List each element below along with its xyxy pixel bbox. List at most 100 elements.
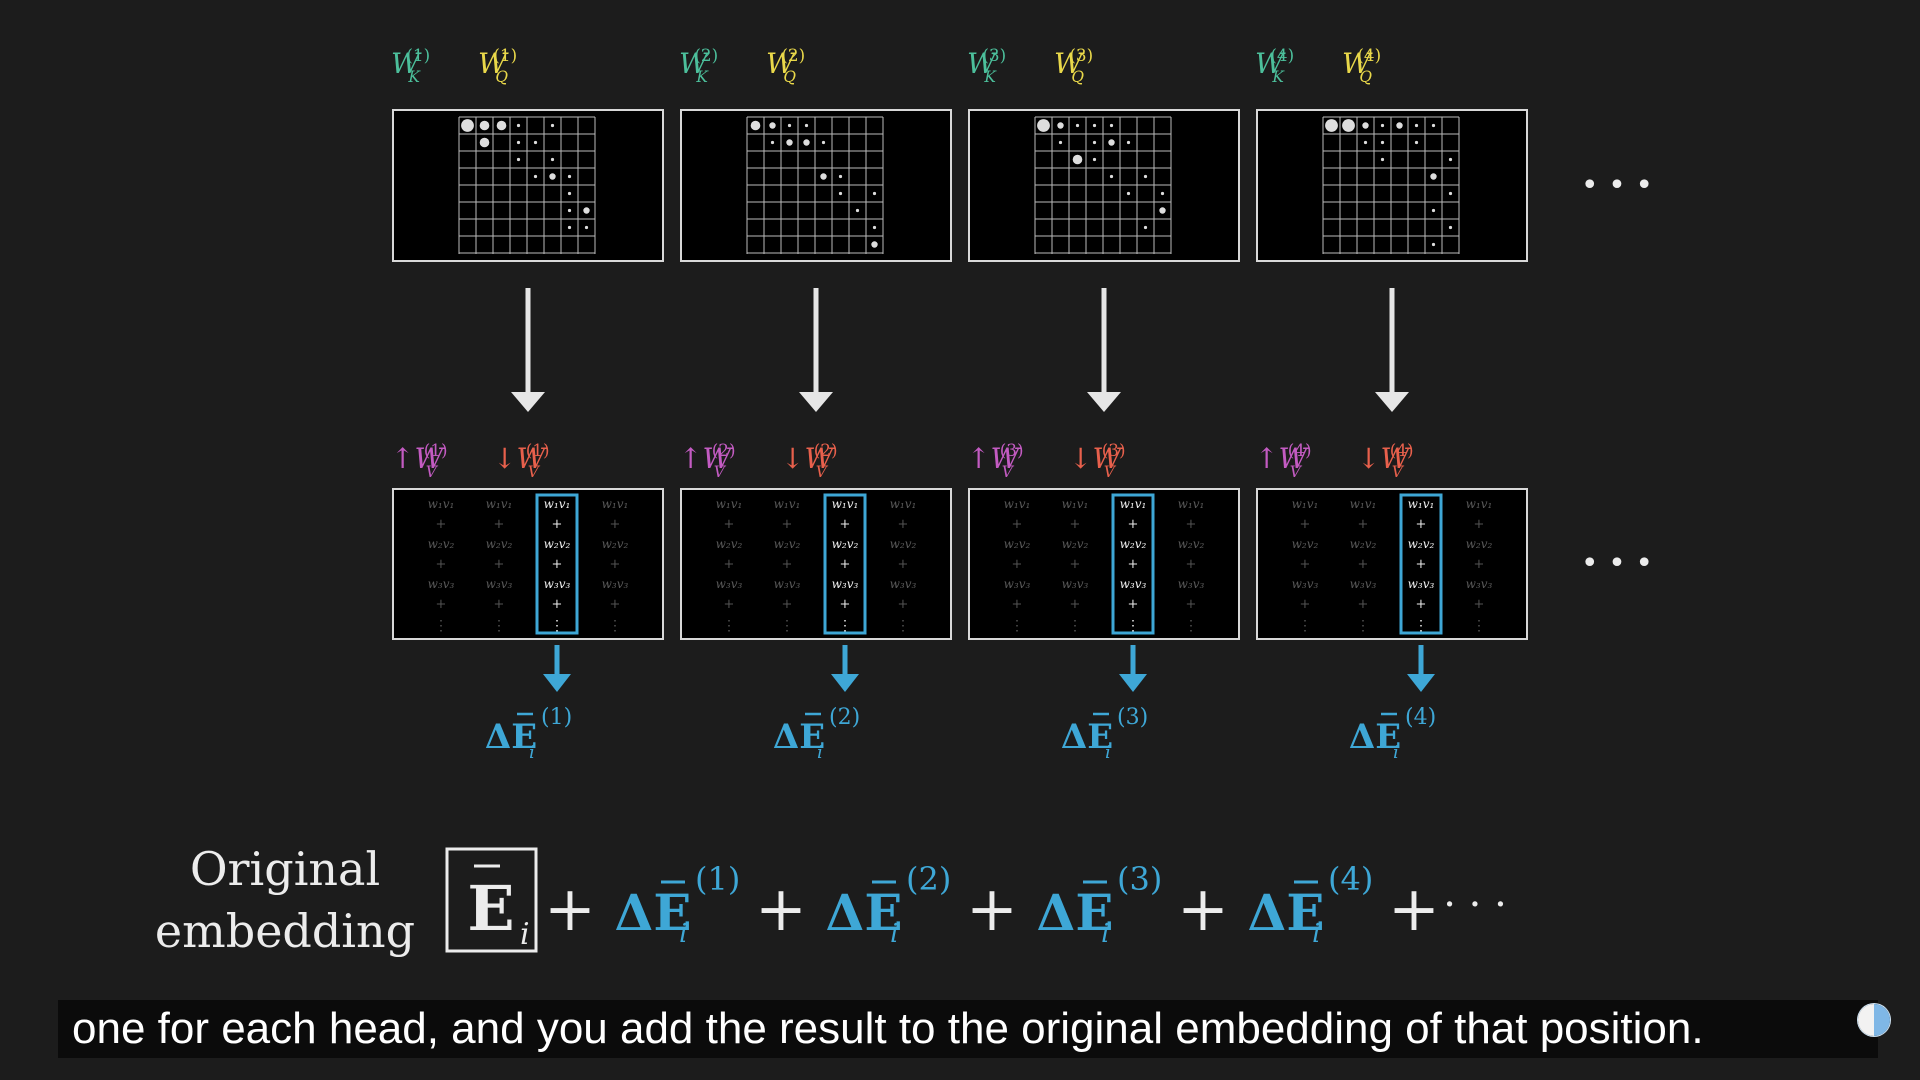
head-4-wk-label-main: W [1255,47,1286,80]
head-2-value-plus: + [782,557,793,572]
head-1-value-plus: + [610,597,621,612]
head-2-value-plus: + [840,557,851,572]
head-3-value-down-label: ↓WV (3) [1069,440,1126,481]
head-4-attention-dot [1431,123,1436,128]
head-3-value-plus: + [1186,517,1197,532]
equation-delta-sub: i [679,919,687,949]
head-4-value-vdots: ⋮ [1472,618,1486,634]
head-3-value-term: w₁v₁ [1004,497,1031,511]
head-3-value-up-label-sup: (3) [1000,440,1024,460]
head-1-wq-label-sub: Q [495,68,508,86]
head-2-value-vdots: ⋮ [722,618,736,634]
head-3-group: WK(3) WQ(3)↑WV(3) ↓WV(3)w₁v₁+w₂v₂+w₃v₃+⋮w₁… [967,45,1240,763]
head-1-highlight-column [535,493,579,635]
head-3-down-arrow-head [1087,392,1121,412]
head-1-value-vdots: ⋮ [492,618,506,634]
head-4-value-up-label-main: ↑W [1255,442,1309,475]
head-3-delta-e-sub: i [1105,742,1111,763]
head-2-value-term: w₁v₁ [774,497,801,511]
head-1-delta-e-sub: i [529,742,535,763]
head-2-wq-label: WQ (2) [766,45,805,86]
head-2-value-term: w₁v₁ [716,497,743,511]
head-3-value-term: w₃v₃ [1004,577,1031,591]
head-1-delta-e-sup: (1) [541,705,572,730]
head-3-attention-dot [1075,123,1080,128]
head-2-delta-e-sub: i [817,742,823,763]
equation-delta-e: ΔE [1248,883,1325,942]
subtitle-caption: one for each head, and you add the resul… [58,1000,1878,1058]
equation-delta-sup: (2) [906,860,951,898]
head-3-wk-label-sup: (3) [982,45,1006,65]
head-4-value-vdots: ⋮ [1414,618,1428,634]
head-1-value-plus: + [610,557,621,572]
head-1-value-plus: + [552,517,563,532]
head-4-value-plus: + [1416,517,1427,532]
head-4-attention-dot [1362,122,1369,129]
head-4-value-plus: + [1416,557,1427,572]
head-4-group: WK(4) WQ(4)↑WV(4) ↓WV(4)w₁v₁+w₂v₂+w₃v₃+⋮w₁… [1255,45,1528,763]
head-1-wq-label-main: W [478,47,509,80]
loading-spinner-icon [1858,1004,1890,1036]
caption-text: one for each head, and you add the resul… [72,1004,1704,1053]
head-1-attention-dot [567,191,572,196]
head-1-attention-dot [496,120,507,131]
head-4-value-vdots: ⋮ [1298,618,1312,634]
head-3-value-down-label-main: ↓W [1069,442,1123,475]
head-2-wk-label-main: W [679,47,710,80]
head-4-value-term: w₂v₂ [1292,537,1319,551]
head-1-wq-label: WQ (1) [478,45,517,86]
head-4-wq-label-sub: Q [1359,68,1372,86]
equation-delta-sub: i [890,919,898,949]
head-1-value-down-label-sub: V [528,463,541,481]
head-4-value-term: w₁v₁ [1466,497,1493,511]
head-2-down-arrow-head [799,392,833,412]
head-1-wk-label: WK (1) [391,45,430,86]
head-1-value-term: w₁v₁ [602,497,629,511]
head-4-value-plus: + [1300,597,1311,612]
head-2-attention-dot [769,122,776,129]
equation-delta-sup: (4) [1328,860,1373,898]
head-4-value-term: w₂v₂ [1466,537,1493,551]
head-2-wq-label-sub: Q [783,68,796,86]
head-1-value-term: w₁v₁ [544,497,571,511]
head-3-value-term: w₁v₁ [1120,497,1147,511]
head-4-wk-label-sup: (4) [1270,45,1294,65]
head-1-value-plus: + [494,557,505,572]
head-4-value-down-label-main: ↓W [1357,442,1411,475]
head-4-attention-dot [1380,123,1385,128]
head-1-attention-dot [549,173,556,180]
head-2-attention-dot [803,139,810,146]
head-4-value-plus: + [1358,517,1369,532]
head-4-wk-label-sub: K [1271,68,1285,86]
head-3-value-plus: + [1012,597,1023,612]
head-2-value-plus: + [898,517,909,532]
head-4-value-plus: + [1358,597,1369,612]
embedding-sub: i [520,917,530,952]
head-3-attention-dot [1072,154,1083,165]
head-3-attention-dot [1109,174,1114,179]
head-1-attention-dot [550,157,555,162]
head-1-blue-arrow-head [543,674,571,692]
head-1-value-plus: + [494,517,505,532]
head-2-value-plus: + [782,517,793,532]
head-2-attention-dot [838,174,843,179]
head-3-value-vdots: ⋮ [1126,618,1140,634]
head-1-value-down-label: ↓WV (1) [493,440,550,481]
head-4-value-up-label-sup: (4) [1288,440,1312,460]
head-4-attention-dot [1448,225,1453,230]
head-4-attention-dot [1414,140,1419,145]
head-1-wk-label-main: W [391,47,422,80]
head-2-value-up-label-sub: V [714,463,727,481]
head-4-down-arrow-head [1375,392,1409,412]
head-4-value-plus: + [1300,557,1311,572]
head-2-value-plus: + [840,517,851,532]
head-3-highlight-column [1111,493,1155,635]
top-row-ellipsis: • • • [1581,168,1653,203]
head-2-attention-dot [787,123,792,128]
head-2-value-plus: + [724,517,735,532]
head-1-value-term: w₁v₁ [428,497,455,511]
head-2-value-plus: + [898,557,909,572]
head-1-attention-dot [583,207,590,214]
head-1-group: WK(1) WQ(1)↑WV(1) ↓WV(1)w₁v₁+w₂v₂+w₃v₃+⋮w₁… [391,45,664,763]
